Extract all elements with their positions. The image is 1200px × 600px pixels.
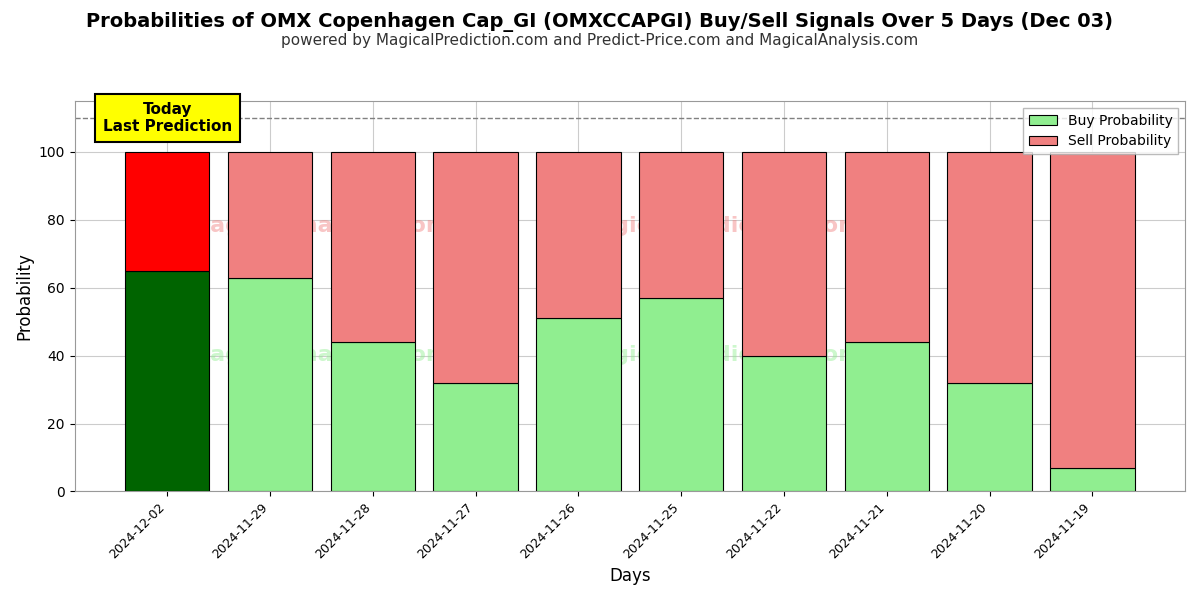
Bar <box>331 152 415 342</box>
Text: MagicalAnalysis.com: MagicalAnalysis.com <box>188 216 450 236</box>
Text: Probabilities of OMX Copenhagen Cap_GI (OMXCCAPGI) Buy/Sell Signals Over 5 Days : Probabilities of OMX Copenhagen Cap_GI (… <box>86 12 1114 32</box>
Bar <box>845 152 929 342</box>
Bar <box>742 152 826 356</box>
Bar <box>125 152 210 271</box>
Bar <box>640 152 724 298</box>
Text: MagicalAnalysis.com: MagicalAnalysis.com <box>188 345 450 365</box>
Text: powered by MagicalPrediction.com and Predict-Price.com and MagicalAnalysis.com: powered by MagicalPrediction.com and Pre… <box>281 33 919 48</box>
Text: MagicalPrediction.com: MagicalPrediction.com <box>576 345 862 365</box>
X-axis label: Days: Days <box>610 567 650 585</box>
Bar <box>433 152 517 383</box>
Bar <box>948 383 1032 491</box>
Text: Today
Last Prediction: Today Last Prediction <box>103 102 232 134</box>
Y-axis label: Probability: Probability <box>16 252 34 340</box>
Bar <box>331 342 415 491</box>
Bar <box>845 342 929 491</box>
Text: MagicalPrediction.com: MagicalPrediction.com <box>576 216 862 236</box>
Bar <box>1050 467 1134 491</box>
Bar <box>228 152 312 278</box>
Bar <box>536 152 620 318</box>
Bar <box>1050 152 1134 467</box>
Bar <box>536 318 620 491</box>
Bar <box>640 298 724 491</box>
Bar <box>433 383 517 491</box>
Bar <box>125 271 210 491</box>
Legend: Buy Probability, Sell Probability: Buy Probability, Sell Probability <box>1024 108 1178 154</box>
Bar <box>228 278 312 491</box>
Bar <box>742 356 826 491</box>
Bar <box>948 152 1032 383</box>
